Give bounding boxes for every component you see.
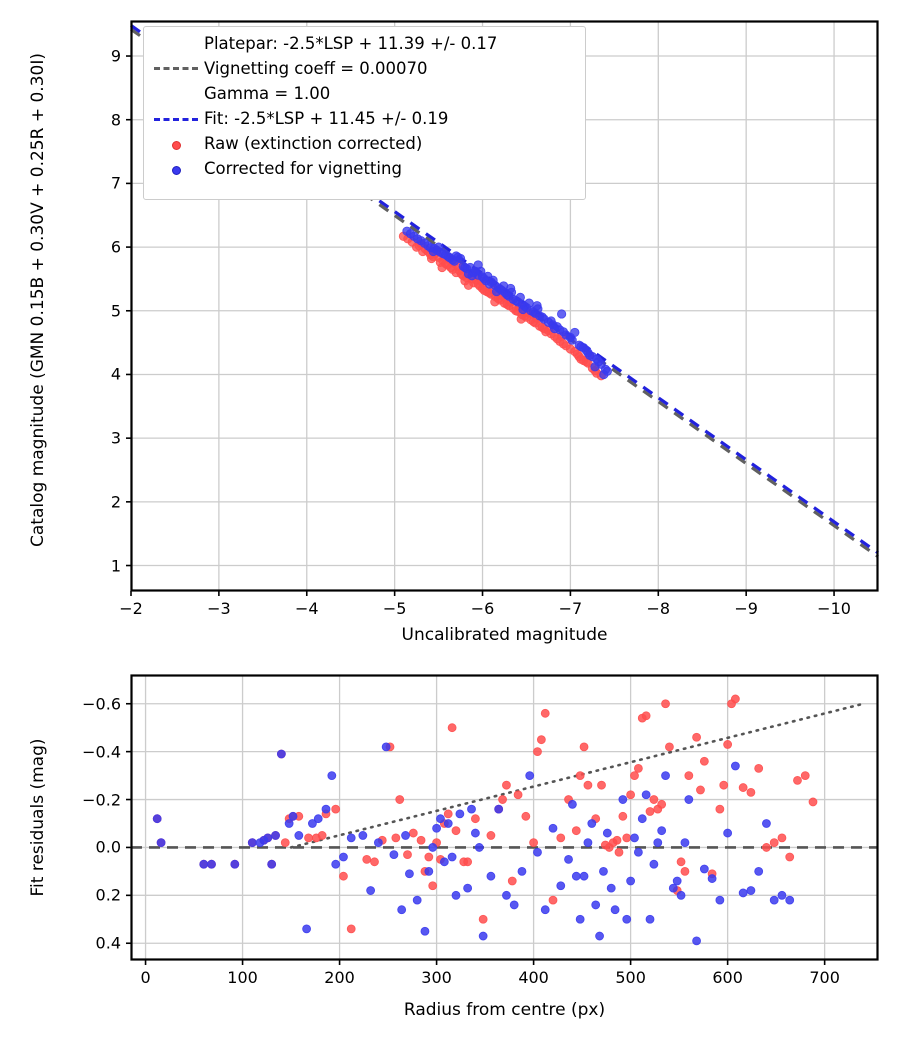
legend-label-fit: Fit: -2.5*LSP + 11.45 +/- 0.19 xyxy=(204,109,449,128)
x-tick-label: 200 xyxy=(324,968,355,987)
legend: Platepar: -2.5*LSP + 11.39 +/- 0.17 Vign… xyxy=(143,26,586,200)
y-tick-label: 8 xyxy=(110,110,121,130)
y-tick-label: −0.2 xyxy=(82,790,121,810)
legend-entry-platepar[interactable]: Platepar: -2.5*LSP + 11.39 +/- 0.17 Vign… xyxy=(148,31,577,106)
top-plot-ylabel: Catalog magnitude (GMN 0.15B + 0.30V + 0… xyxy=(28,53,48,547)
x-tick-label: 300 xyxy=(421,968,452,987)
x-tick-label: 500 xyxy=(615,968,646,987)
x-tick-label: 100 xyxy=(227,968,258,987)
y-tick-label: 9 xyxy=(110,46,121,66)
legend-red-dot-swatch xyxy=(148,133,204,155)
y-tick-label: 0.4 xyxy=(95,933,121,953)
y-tick-label: 0.2 xyxy=(95,885,121,905)
y-tick-label: 3 xyxy=(110,428,121,448)
y-tick-label: 1 xyxy=(110,556,121,576)
x-tick-label: −6 xyxy=(470,599,495,618)
x-tick-label: −10 xyxy=(817,599,851,618)
y-tick-label: 4 xyxy=(110,364,121,384)
legend-dashed-gray-swatch xyxy=(148,31,204,106)
x-tick-label: −3 xyxy=(207,599,231,618)
top-plot-xlabel: Uncalibrated magnitude xyxy=(401,625,608,645)
y-tick-label: 6 xyxy=(110,237,121,257)
x-tick-label: −7 xyxy=(558,599,583,618)
legend-blue-dot-swatch xyxy=(148,158,204,180)
y-tick-label: 2 xyxy=(110,492,121,512)
legend-dashed-blue-swatch xyxy=(148,108,204,130)
y-tick-label: 5 xyxy=(110,301,121,321)
x-tick-label: 600 xyxy=(712,968,743,987)
y-tick-label: 0.0 xyxy=(95,837,121,857)
legend-entry-fit[interactable]: Fit: -2.5*LSP + 11.45 +/- 0.19 xyxy=(148,106,577,131)
x-tick-label: 0 xyxy=(140,968,151,987)
legend-label-platepar: Platepar: -2.5*LSP + 11.39 +/- 0.17 xyxy=(204,34,498,53)
x-tick-label: 400 xyxy=(518,968,549,987)
x-tick-label: −4 xyxy=(294,599,319,618)
y-tick-label: 7 xyxy=(110,173,121,193)
fit-residuals-plot xyxy=(126,674,879,965)
x-tick-label: 700 xyxy=(809,968,840,987)
scatter-series xyxy=(152,742,795,946)
legend-entry-raw[interactable]: Raw (extinction corrected) xyxy=(148,131,577,156)
x-tick-label: −5 xyxy=(382,599,407,618)
scatter-series xyxy=(402,226,612,380)
y-tick-label: −0.6 xyxy=(82,694,121,714)
legend-label-raw: Raw (extinction corrected) xyxy=(204,134,423,153)
legend-label-corrected: Corrected for vignetting xyxy=(204,159,402,178)
x-tick-label: −8 xyxy=(646,599,671,618)
bottom-plot-ylabel: Fit residuals (mag) xyxy=(28,738,48,897)
bottom-plot-xlabel: Radius from centre (px) xyxy=(403,1000,606,1020)
legend-entry-corrected[interactable]: Corrected for vignetting xyxy=(148,156,577,181)
x-tick-label: −9 xyxy=(734,599,758,618)
legend-label-gamma: Gamma = 1.00 xyxy=(204,84,331,103)
x-tick-label: −2 xyxy=(119,599,143,618)
legend-label-vignetting-coeff: Vignetting coeff = 0.00070 xyxy=(204,59,428,78)
y-tick-label: −0.4 xyxy=(82,742,121,762)
